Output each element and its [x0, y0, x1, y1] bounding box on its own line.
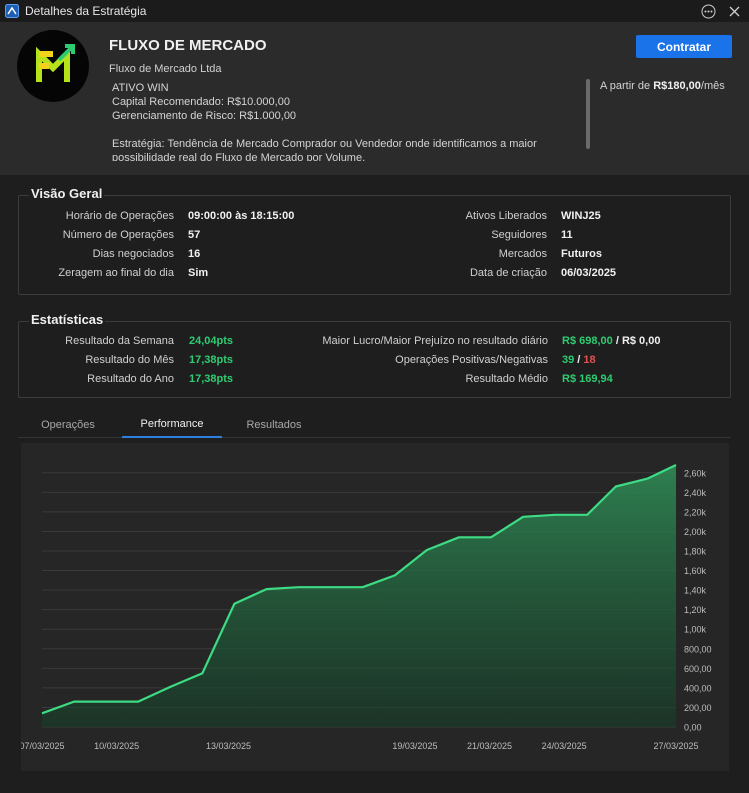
y-tick-label: 400,00	[684, 683, 712, 693]
x-tick-label: 21/03/2025	[467, 741, 512, 751]
y-tick-label: 0,00	[684, 723, 702, 733]
performance-line	[41, 464, 677, 715]
overview-value: 09:00:00 às 18:15:00	[188, 210, 295, 222]
stats-label: Resultado do Mês	[85, 354, 174, 366]
strategy-header: FLUXO DE MERCADO Fluxo de Mercado Ltda A…	[0, 22, 749, 175]
strategy-logo	[17, 30, 89, 102]
separator: /	[574, 354, 584, 366]
stats-value: 17,38pts	[189, 354, 234, 366]
price-prefix: A partir de	[600, 80, 654, 92]
price-value: R$180,00	[653, 80, 701, 92]
price-label: A partir de R$180,00/mês	[600, 80, 725, 92]
x-tick-label: 07/03/2025	[21, 741, 65, 751]
description-scrollbar[interactable]	[586, 79, 590, 149]
stats-label: Operações Positivas/Negativas	[395, 354, 548, 366]
overview-label: Dias negociados	[92, 248, 174, 260]
stats-panel	[18, 321, 731, 398]
overview-value: 16	[188, 248, 201, 260]
stats-label: Maior Lucro/Maior Prejuízo no resultado …	[322, 335, 548, 347]
y-tick-label: 2,20k	[684, 507, 707, 517]
x-tick-label: 13/03/2025	[206, 741, 251, 751]
overview-label: Data de criação	[469, 267, 547, 279]
performance-chart: 0,00 200,00 400,00 600,00 800,00 1,00k 1,20k 1,…	[21, 443, 729, 771]
stats-value: R$ 169,94	[562, 373, 613, 385]
description-line: Capital Recomendado: R$10.000,00	[112, 96, 290, 108]
tab-performance[interactable]: Performance	[122, 411, 222, 438]
x-tick-label: 19/03/2025	[392, 741, 437, 751]
tab-resultados[interactable]: Resultados	[246, 418, 302, 431]
y-tick-label: 2,60k	[684, 468, 707, 478]
overview-label: Seguidores	[491, 229, 547, 241]
more-options-icon[interactable]	[699, 2, 717, 20]
stats-value: 17,38pts	[189, 373, 234, 385]
overview-title: Visão Geral	[29, 186, 105, 201]
strategy-name: FLUXO DE MERCADO	[109, 37, 267, 54]
stats-value: R$ 698,00 / R$ 0,00	[562, 335, 660, 347]
description-line: ATIVO WIN	[112, 82, 169, 94]
overview-label: Número de Operações	[62, 229, 174, 241]
stats-title: Estatísticas	[29, 312, 106, 327]
y-tick-label: 800,00	[684, 644, 712, 654]
y-tick-label: 1,00k	[684, 625, 707, 635]
y-tick-label: 600,00	[684, 664, 712, 674]
separator: /	[612, 335, 622, 347]
tab-operacoes[interactable]: Operações	[41, 418, 95, 431]
price-suffix: /mês	[700, 80, 725, 92]
overview-value: WINJ25	[561, 210, 601, 222]
overview-value: 11	[561, 229, 573, 241]
app-icon	[5, 4, 19, 18]
description-line: Gerenciamento de Risco: R$1.000,00	[112, 110, 297, 122]
max-profit-value: R$ 698,00	[562, 335, 613, 347]
overview-value: Sim	[188, 267, 209, 279]
overview-label: Zeragem ao final do dia	[58, 267, 174, 279]
title-bar: Detalhes da Estratégia	[0, 0, 749, 22]
overview-label: Horário de Operações	[65, 210, 174, 222]
positive-ops-value: 39	[562, 354, 575, 366]
company-name: Fluxo de Mercado Ltda	[109, 63, 222, 75]
x-tick-label: 10/03/2025	[94, 741, 139, 751]
y-tick-label: 1,40k	[684, 586, 707, 596]
stats-value: 24,04pts	[189, 335, 234, 347]
stats-label: Resultado da Semana	[65, 335, 174, 347]
window-title: Detalhes da Estratégia	[25, 4, 147, 18]
stats-label: Resultado Médio	[465, 373, 548, 385]
y-tick-label: 2,40k	[684, 488, 707, 498]
y-tick-label: 2,00k	[684, 527, 707, 537]
overview-label: Mercados	[498, 248, 547, 260]
tab-bar: Operações Performance Resultados	[18, 411, 731, 438]
x-tick-label: 24/03/2025	[542, 741, 587, 751]
close-icon[interactable]	[725, 2, 743, 20]
performance-chart-svg: 0,00 200,00 400,00 600,00 800,00 1,00k 1,20k 1,…	[21, 464, 712, 751]
overview-label: Ativos Liberados	[465, 210, 547, 222]
y-tick-label: 1,60k	[684, 566, 707, 576]
max-loss-value: R$ 0,00	[621, 335, 661, 347]
strategy-description: ATIVO WIN Capital Recomendado: R$10.000,…	[112, 81, 590, 161]
contratar-button[interactable]: Contratar	[636, 35, 732, 58]
x-tick-label: 27/03/2025	[653, 741, 698, 751]
overview-value: 57	[188, 229, 201, 241]
y-tick-label: 1,20k	[684, 605, 707, 615]
y-tick-label: 1,80k	[684, 547, 707, 557]
stats-label: Resultado do Ano	[87, 373, 174, 385]
description-line: Estratégia: Tendência de Mercado Comprad…	[112, 138, 537, 161]
stats-value: 39 / 18	[562, 354, 596, 366]
performance-area	[42, 465, 676, 727]
y-tick-label: 200,00	[684, 703, 712, 713]
overview-value: 06/03/2025	[561, 267, 617, 279]
negative-ops-value: 18	[583, 354, 596, 366]
overview-value: Futuros	[561, 248, 602, 260]
overview-panel	[18, 195, 731, 295]
